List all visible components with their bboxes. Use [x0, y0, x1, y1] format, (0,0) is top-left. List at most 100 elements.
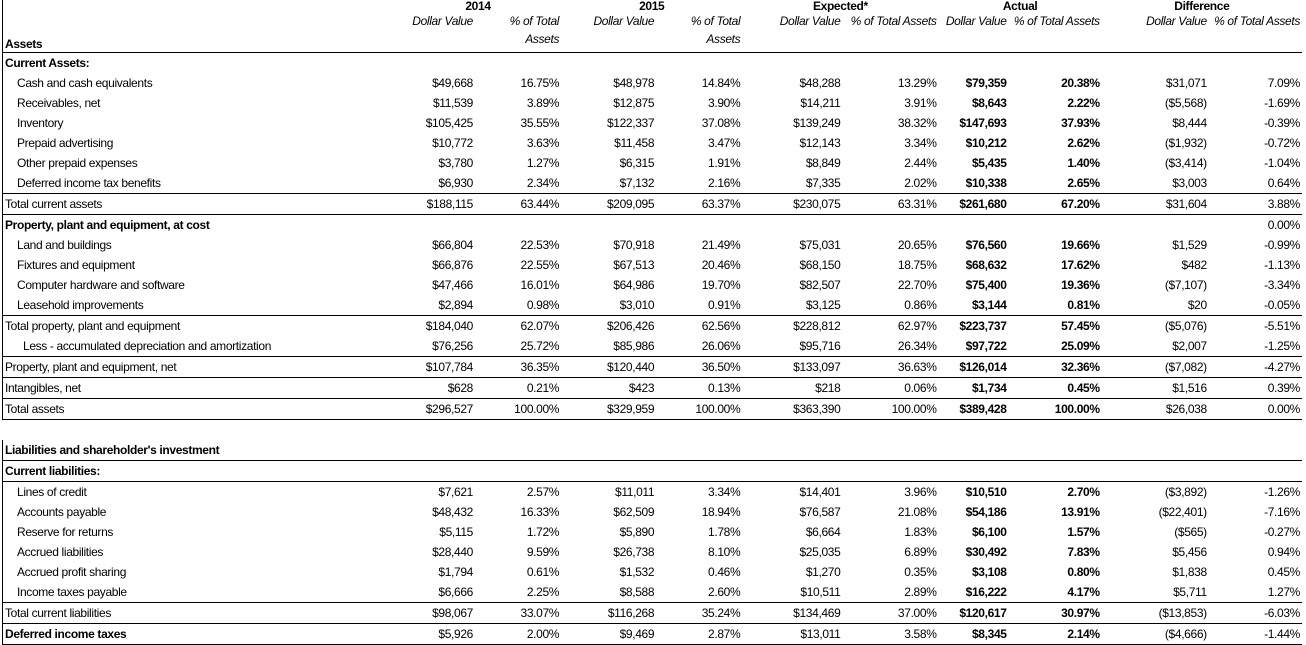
- value-cell: ($7,107): [1164, 278, 1207, 292]
- value-cell: 38.32%: [897, 116, 937, 130]
- empty-cell: [1102, 53, 1209, 74]
- table-row: Income taxes payable $6,666 2.25% $8,588 2.6…: [1, 582, 1303, 603]
- value-cell: 2.57%: [475, 481, 562, 502]
- value-cell: $5,890: [619, 525, 655, 539]
- table-row: Property, plant and equipment, at cost 0.…: [1, 214, 1302, 235]
- value-cell: $8,345: [938, 623, 1009, 645]
- value-cell: 35.24%: [656, 602, 743, 624]
- value-cell: $8,588: [619, 585, 655, 599]
- value-cell: 0.86%: [904, 298, 937, 312]
- value-cell: 17.62%: [1061, 258, 1100, 272]
- value-cell: $11,011: [561, 481, 657, 502]
- empty-cell: [938, 214, 1009, 235]
- value-cell: 7.83%: [1067, 545, 1100, 559]
- value-cell: 1.91%: [708, 156, 741, 170]
- value-cell: 0.45%: [1008, 377, 1102, 399]
- empty-cell: [1208, 460, 1302, 482]
- value-cell: $116,268: [561, 602, 657, 624]
- row-label: Total property, plant and equipment: [1, 315, 395, 336]
- value-cell: 63.31%: [842, 193, 939, 215]
- empty-cell: [939, 440, 1009, 461]
- value-cell: $82,507: [799, 278, 841, 292]
- value-cell: 62.07%: [475, 315, 562, 336]
- table-row: Intangibles, net $628 0.21% $423 0.13% $218 0.…: [1, 377, 1302, 399]
- value-cell: $228,812: [742, 315, 843, 336]
- value-cell: -1.26%: [1208, 481, 1302, 502]
- value-cell: 2.62%: [1067, 136, 1100, 150]
- value-cell: 30.97%: [1008, 602, 1102, 624]
- table-row: Reserve for returns $5,115 1.72% $5,890 1.78…: [1, 522, 1303, 542]
- row-label: Leasehold improvements: [1, 295, 395, 316]
- value-cell: -0.27%: [1264, 525, 1300, 539]
- value-cell: $28,440: [432, 545, 473, 559]
- value-cell: $26,738: [613, 545, 655, 559]
- value-cell: 19.66%: [1061, 238, 1100, 252]
- table-row: Deferred income tax benefits $6,930 2.34% $…: [1, 173, 1303, 194]
- value-cell: $47,466: [432, 278, 473, 292]
- table-row: Cash and cash equivalents $49,668 16.75% $4…: [1, 73, 1303, 93]
- value-cell: 20.38%: [1061, 76, 1100, 90]
- row-label: Computer hardware and software: [1, 275, 395, 295]
- value-cell: -5.51%: [1208, 315, 1302, 336]
- value-cell: ($5,076): [1101, 315, 1209, 336]
- value-cell: -4.27%: [1208, 356, 1302, 378]
- value-cell: 2.44%: [904, 156, 937, 170]
- table-row: Other prepaid expenses $3,780 1.27% $6,315 1…: [1, 153, 1303, 173]
- row-label: Current liabilities:: [1, 460, 395, 482]
- value-cell: $25,035: [799, 545, 841, 559]
- value-cell: $85,986: [613, 339, 655, 353]
- value-cell: $1,516: [1101, 377, 1209, 399]
- table-row: Prepaid advertising $10,772 3.63% $11,458 3.…: [1, 133, 1303, 153]
- value-cell: 36.35%: [475, 356, 562, 378]
- value-cell: $120,617: [938, 602, 1009, 624]
- value-cell: $10,212: [965, 136, 1007, 150]
- value-cell: 37.93%: [1061, 116, 1100, 130]
- value-cell: 0.81%: [1067, 298, 1100, 312]
- row-label: Total current liabilities: [1, 602, 395, 624]
- value-cell: $76,587: [799, 505, 841, 519]
- value-cell: 100.00%: [475, 398, 562, 420]
- value-cell: 1.72%: [526, 525, 560, 539]
- row-label: Less - accumulated depreciation and amor…: [1, 336, 395, 357]
- value-cell: -0.05%: [1264, 298, 1300, 312]
- value-cell: $1,270: [805, 565, 841, 579]
- value-cell: 3.58%: [842, 623, 939, 645]
- row-label: Reserve for returns: [1, 522, 395, 542]
- value-cell: $134,469: [742, 602, 843, 624]
- value-cell: 3.47%: [708, 136, 741, 150]
- value-cell: $2,007: [1172, 339, 1207, 353]
- empty-cell: [1009, 53, 1102, 74]
- empty-cell: [939, 53, 1009, 74]
- value-cell: 0.39%: [1208, 377, 1302, 399]
- value-cell: $389,428: [938, 398, 1009, 420]
- value-cell: 36.50%: [656, 356, 743, 378]
- value-cell: 63.37%: [656, 193, 743, 215]
- value-cell: 14.84%: [701, 76, 741, 90]
- value-cell: $218: [742, 377, 843, 399]
- value-cell: 2.60%: [708, 585, 741, 599]
- row-label: Liabilities and shareholder's investment: [1, 440, 395, 461]
- value-cell: 16.33%: [520, 505, 560, 519]
- value-cell: 36.63%: [842, 356, 939, 378]
- value-cell: 19.70%: [701, 278, 741, 292]
- value-cell: 0.94%: [1267, 545, 1301, 559]
- column-header: % of Total Assets: [1208, 12, 1302, 53]
- value-cell: ($3,414): [1164, 156, 1207, 170]
- empty-cell: [561, 440, 656, 461]
- value-cell: 3.90%: [708, 96, 741, 110]
- value-cell: 21.49%: [701, 238, 741, 252]
- value-cell: $329,959: [561, 398, 657, 420]
- empty-cell: [842, 440, 938, 461]
- value-cell: -0.99%: [1264, 238, 1300, 252]
- column-header: Dollar Value: [394, 12, 475, 53]
- empty-cell: [842, 53, 938, 74]
- value-cell: $3,780: [438, 156, 473, 170]
- value-cell: 9.59%: [526, 545, 560, 559]
- spacer-cell: [3, 420, 395, 441]
- value-cell: $6,664: [805, 525, 841, 539]
- value-cell: 16.75%: [520, 76, 560, 90]
- value-cell: $223,737: [938, 315, 1009, 336]
- group-header: 2014: [465, 0, 491, 12]
- table-row: Receivables, net $11,539 3.89% $12,875 3.90%…: [1, 93, 1303, 113]
- table-row: Fixtures and equipment $66,876 22.55% $67,5…: [1, 255, 1303, 275]
